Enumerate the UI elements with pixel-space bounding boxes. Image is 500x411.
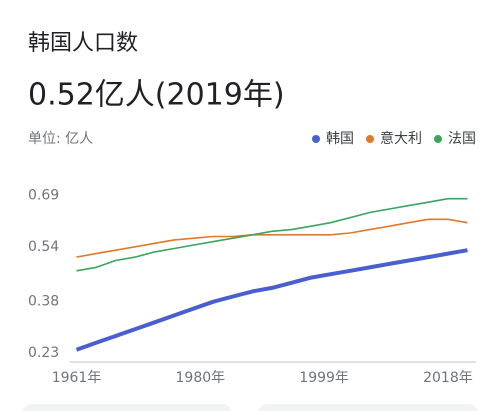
legend-marker [312, 135, 320, 143]
card-stub [258, 404, 478, 411]
legend-marker [366, 135, 374, 143]
series-line [76, 218, 468, 258]
y-tick-label: 0.54 [28, 239, 59, 255]
series-line [75, 248, 468, 352]
legend-label: 意大利 [380, 130, 422, 147]
x-tick-label: 1961年 [52, 370, 102, 386]
legend-label: 韩国 [326, 131, 354, 147]
unit-label: 单位: 亿人 [28, 131, 93, 147]
headline-value: 0.52亿人(2019年) [28, 78, 285, 113]
series-line [76, 197, 468, 272]
y-tick-label: 0.23 [28, 345, 59, 361]
x-tick-label: 1980年 [176, 370, 226, 386]
legend-label: 法国 [448, 131, 476, 147]
x-tick-label: 1999年 [299, 370, 349, 386]
y-tick-label: 0.38 [28, 294, 59, 310]
legend-marker [434, 135, 442, 143]
y-tick-label: 0.69 [28, 187, 59, 203]
x-tick-label: 2018年 [423, 370, 473, 386]
card-stub [22, 404, 232, 411]
chart-title: 韩国人口数 [28, 31, 138, 56]
